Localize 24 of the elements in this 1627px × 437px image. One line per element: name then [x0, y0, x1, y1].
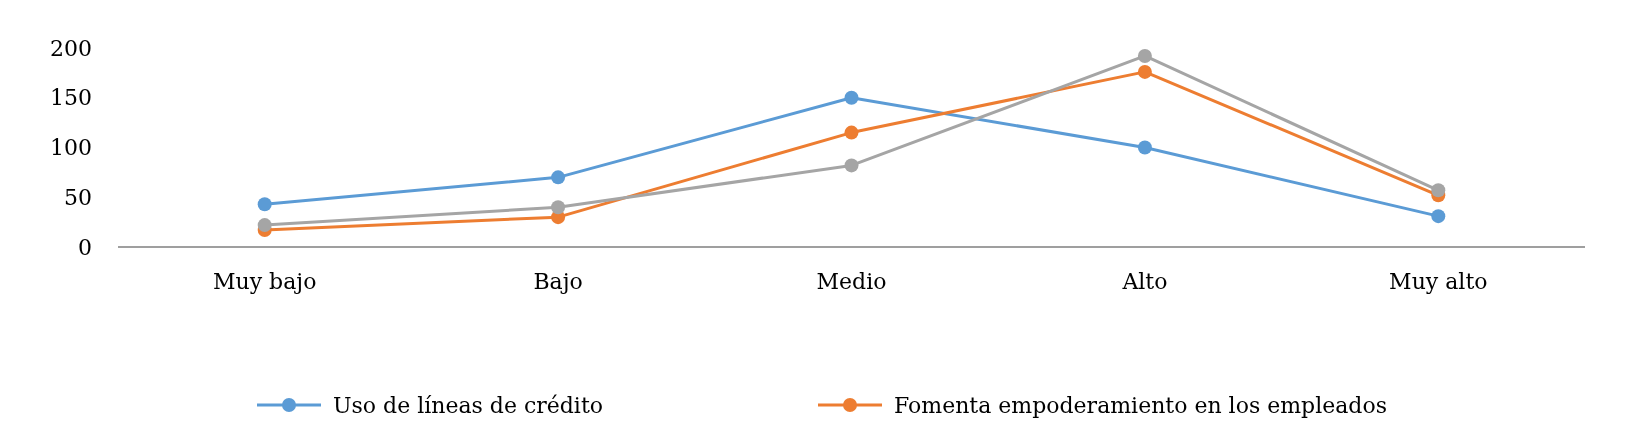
point — [844, 125, 859, 140]
point — [844, 158, 859, 173]
point — [551, 170, 566, 185]
x-tick-label: Medio — [816, 268, 887, 294]
point — [1137, 64, 1152, 79]
point — [551, 200, 566, 215]
x-tick-label: Muy bajo — [213, 268, 317, 294]
y-tick-label: 50 — [64, 184, 92, 210]
point — [1431, 183, 1446, 198]
legend-label: Fomenta empoderamiento en los empleados — [894, 392, 1387, 418]
point — [1431, 209, 1446, 224]
point — [844, 90, 859, 105]
point — [257, 218, 272, 233]
point — [257, 197, 272, 212]
legend-label: Uso de líneas de crédito — [333, 392, 603, 418]
point — [1137, 140, 1152, 155]
x-tick-label: Muy alto — [1389, 268, 1488, 294]
y-tick-label: 100 — [50, 135, 92, 160]
y-tick-label: 150 — [50, 85, 92, 111]
point — [1137, 48, 1152, 63]
y-tick-label: 0 — [78, 234, 92, 260]
y-tick-label: 200 — [50, 35, 92, 61]
x-tick-label: Alto — [1121, 268, 1168, 294]
x-tick-label: Bajo — [533, 268, 583, 294]
